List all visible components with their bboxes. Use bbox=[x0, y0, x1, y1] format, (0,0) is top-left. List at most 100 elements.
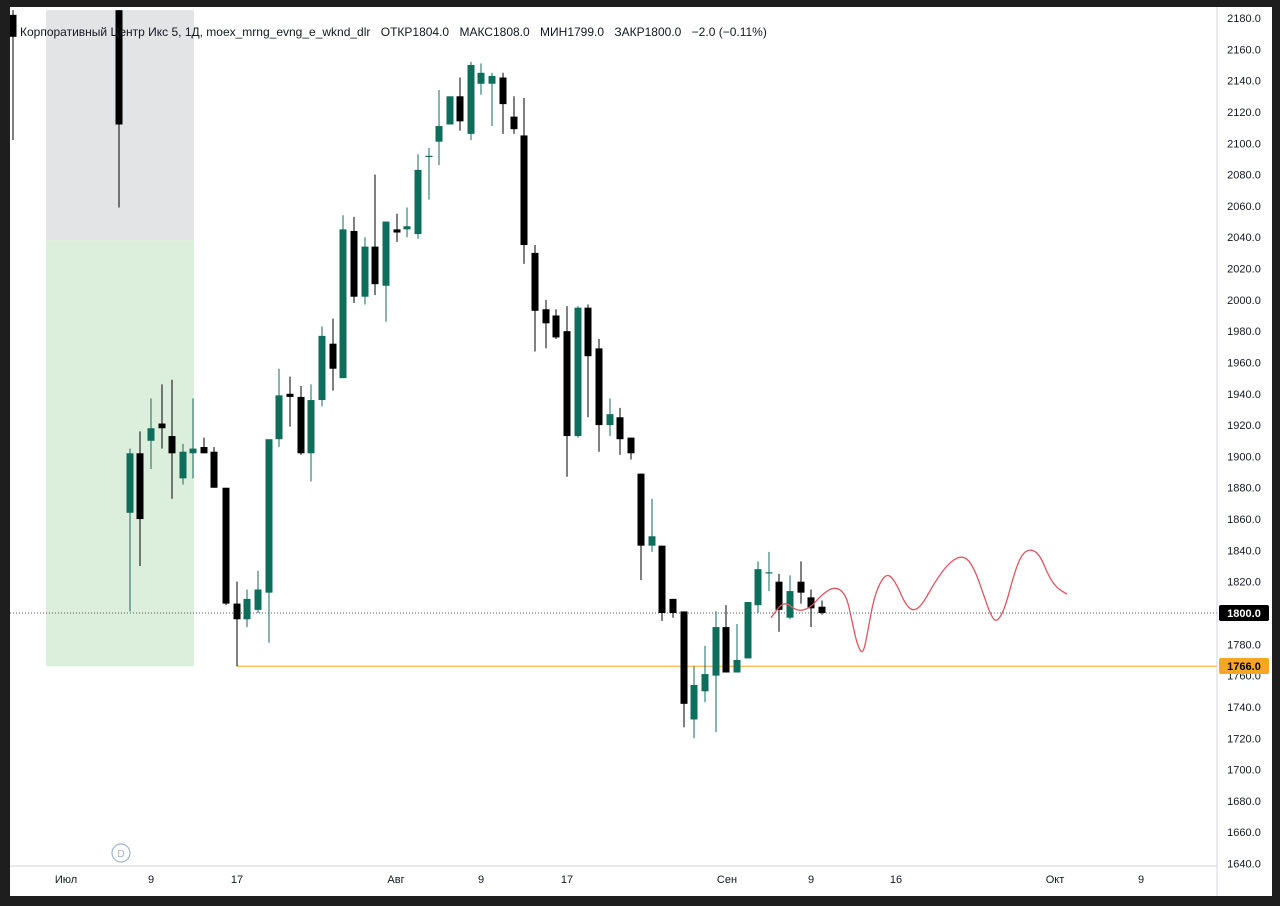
candle-body bbox=[542, 309, 550, 324]
price-tick-label: 1820.0 bbox=[1227, 577, 1261, 589]
candle bbox=[648, 498, 656, 552]
candle bbox=[393, 213, 401, 242]
candle bbox=[595, 338, 603, 452]
candle bbox=[286, 376, 294, 427]
time-tick-label: Сен bbox=[717, 874, 737, 886]
candle bbox=[637, 473, 645, 581]
candle-body bbox=[531, 252, 539, 311]
candle bbox=[371, 174, 379, 296]
candle bbox=[158, 384, 166, 449]
price-tags: 1800.0 1766.0 bbox=[1219, 605, 1269, 674]
symbol-legend[interactable]: Корпоративный Центр Икс 5, 1Д, moex_mrng… bbox=[20, 25, 774, 39]
candle bbox=[616, 407, 624, 455]
price-tick-label: 1700.0 bbox=[1227, 765, 1261, 777]
price-axis[interactable]: 2180.0 2160.0 2140.0 2120.0 2100.0 2080.0 2060… bbox=[1227, 13, 1261, 871]
drawing-layer bbox=[770, 549, 1068, 653]
candle-body bbox=[552, 315, 560, 338]
badge-circle bbox=[111, 843, 131, 863]
candle bbox=[446, 96, 454, 125]
price-tick-label: 2140.0 bbox=[1227, 76, 1261, 88]
candle-body bbox=[126, 453, 134, 513]
candle bbox=[307, 384, 315, 482]
candle-body bbox=[115, 10, 123, 125]
candle-body bbox=[210, 451, 218, 488]
price-tick-label: 1680.0 bbox=[1227, 796, 1261, 808]
candle-body bbox=[339, 229, 347, 379]
candle bbox=[189, 398, 197, 479]
price-tick-label: 2020.0 bbox=[1227, 264, 1261, 276]
candle bbox=[136, 431, 144, 567]
candle-body bbox=[754, 569, 762, 606]
candle bbox=[754, 561, 762, 613]
candle-body bbox=[456, 96, 464, 122]
candle-body bbox=[243, 598, 251, 620]
price-tick-label: 1720.0 bbox=[1227, 733, 1261, 745]
candle bbox=[147, 398, 155, 469]
candle bbox=[722, 605, 730, 673]
forecast-drawing bbox=[770, 549, 1068, 653]
candle bbox=[403, 207, 411, 238]
candle bbox=[243, 589, 251, 628]
time-tick-label: 16 bbox=[890, 874, 902, 886]
candle-body bbox=[606, 414, 614, 426]
candle-body bbox=[254, 589, 262, 610]
candle-body bbox=[286, 393, 294, 397]
time-tick-label: 17 bbox=[561, 874, 573, 886]
level-price-tag: 1766.0 bbox=[1227, 661, 1261, 673]
candle bbox=[477, 63, 485, 95]
candle bbox=[467, 61, 475, 141]
last-price-tag-bg bbox=[1219, 605, 1269, 621]
time-tick-label: 17 bbox=[231, 874, 243, 886]
badge-letter: D bbox=[117, 849, 124, 860]
candle bbox=[669, 598, 677, 618]
time-tick-label: 9 bbox=[808, 874, 814, 886]
price-tick-label: 1860.0 bbox=[1227, 514, 1261, 526]
candle-body bbox=[584, 307, 592, 357]
candle bbox=[339, 215, 347, 379]
candle-body bbox=[786, 591, 794, 618]
price-tick-label: 1780.0 bbox=[1227, 639, 1261, 651]
candle-body bbox=[329, 343, 337, 369]
price-tick-label: 1940.0 bbox=[1227, 389, 1261, 401]
candle bbox=[456, 77, 464, 131]
session-badge[interactable]: D bbox=[111, 843, 131, 863]
candle bbox=[690, 666, 698, 739]
candle-body bbox=[403, 226, 411, 230]
time-tick-label: 9 bbox=[478, 874, 484, 886]
legend-change: −2.0 (−0.11%) bbox=[691, 25, 767, 39]
time-tick-label: 9 bbox=[1138, 874, 1144, 886]
price-tick-label: 2000.0 bbox=[1227, 295, 1261, 307]
candle-body bbox=[733, 659, 741, 673]
candles-layer bbox=[10, 10, 826, 739]
candle bbox=[701, 645, 709, 703]
candle bbox=[606, 398, 614, 437]
candle bbox=[126, 448, 134, 612]
candle-body bbox=[446, 96, 454, 125]
candle bbox=[222, 487, 230, 606]
candle bbox=[275, 368, 283, 448]
candle bbox=[179, 443, 187, 485]
candle-body bbox=[690, 685, 698, 720]
candle bbox=[350, 216, 358, 303]
candle-body bbox=[520, 135, 528, 246]
price-tick-label: 2040.0 bbox=[1227, 232, 1261, 244]
candle bbox=[499, 72, 507, 134]
candle-body bbox=[701, 674, 709, 692]
candle bbox=[510, 96, 518, 134]
legend-open: ОТКР1804.0 bbox=[380, 25, 450, 39]
candle-body bbox=[637, 473, 645, 546]
candle-body bbox=[189, 448, 197, 454]
candle bbox=[531, 245, 539, 352]
candle-body bbox=[563, 331, 571, 437]
price-chart[interactable]: 2180.0 2160.0 2140.0 2120.0 2100.0 2080.0 2060… bbox=[10, 7, 1272, 896]
partial-candle bbox=[10, 10, 17, 141]
candle-body bbox=[10, 14, 17, 37]
candle bbox=[765, 551, 773, 592]
candle bbox=[542, 299, 550, 349]
candle-body bbox=[775, 581, 783, 610]
legend-close: ЗАКР1800.0 bbox=[614, 25, 682, 39]
candle bbox=[488, 72, 496, 127]
price-tick-label: 1960.0 bbox=[1227, 357, 1261, 369]
candle bbox=[733, 623, 741, 673]
time-axis[interactable]: Июл 9 17 Авг 9 17 Сен 9 16 Окт 9 bbox=[55, 874, 1144, 886]
